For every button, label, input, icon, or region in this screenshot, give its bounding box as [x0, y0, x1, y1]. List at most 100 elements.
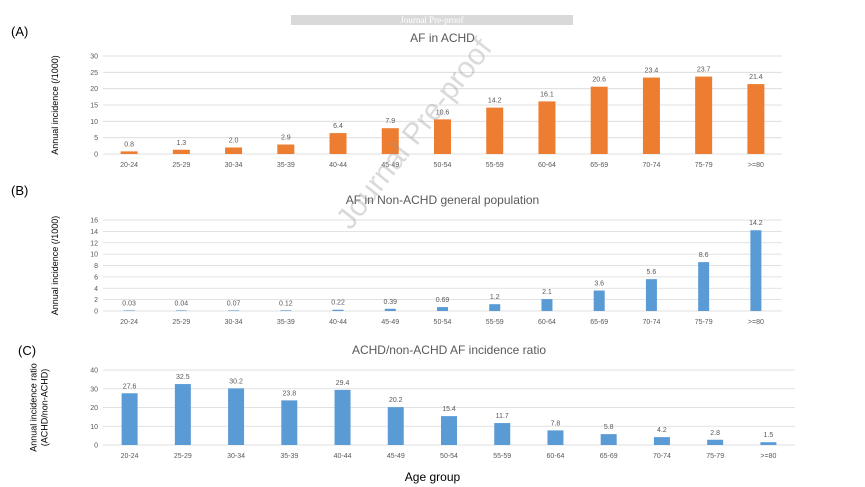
- y-tick-label: 0: [94, 309, 98, 316]
- x-tick-label: 75-79: [695, 162, 713, 169]
- x-tick-label: 25-29: [172, 319, 190, 326]
- journal-banner: Journal Pre-proof: [291, 15, 573, 25]
- x-tick-label: >=80: [748, 162, 764, 169]
- y-tick-label: 14: [90, 229, 98, 236]
- bar-30-34: [228, 310, 240, 311]
- x-tick-label: 70-74: [642, 162, 660, 169]
- chart-incidence-ratio: ACHD/non-ACHD AF incidence ratio 0 10 20 30 4…: [29, 343, 795, 460]
- data-label: 23.8: [282, 390, 296, 397]
- bar-45-49: [384, 308, 396, 311]
- x-tick-label: 55-59: [486, 319, 504, 326]
- data-label: 1.2: [490, 294, 500, 301]
- bar-45-49: [387, 407, 404, 445]
- y-tick-label: 2: [94, 297, 98, 304]
- x-tick-label: 40-44: [329, 319, 347, 326]
- x-tick-label: 20-24: [120, 162, 138, 169]
- data-label: 16.1: [540, 91, 554, 98]
- data-label: 4.2: [657, 427, 667, 434]
- data-label: 27.6: [123, 383, 137, 390]
- data-label: 0.39: [383, 299, 397, 306]
- x-tick-label: 30-34: [225, 319, 243, 326]
- y-tick-label: 20: [90, 405, 98, 412]
- y-tick-label: 30: [90, 54, 98, 61]
- data-label: 5.6: [647, 269, 657, 276]
- x-tick-label: 75-79: [706, 453, 724, 460]
- data-label: 5.8: [604, 424, 614, 431]
- panel-label-c: (C): [18, 343, 37, 358]
- x-tick-label: 40-44: [334, 453, 352, 460]
- y-tick-label: 0: [94, 152, 98, 159]
- x-tick-label: 45-49: [387, 453, 405, 460]
- x-tick-label: 30-34: [225, 162, 243, 169]
- bar-55-59: [489, 304, 501, 311]
- x-tick-label: 60-64: [538, 162, 556, 169]
- x-tick-label: 40-44: [329, 162, 347, 169]
- chart-title: AF in Non-ACHD general population: [346, 193, 539, 207]
- bar-20-24: [123, 310, 135, 311]
- x-tick-label: >=80: [760, 453, 776, 460]
- y-tick-label: 8: [94, 263, 98, 270]
- bar-35-39: [281, 400, 298, 445]
- bar-25-29: [175, 310, 187, 311]
- data-label: 23.4: [645, 68, 659, 75]
- data-label: 0.69: [436, 297, 450, 304]
- y-tick-label: 10: [90, 252, 98, 259]
- data-label: 0.8: [124, 141, 134, 148]
- y-tick-label: 6: [94, 274, 98, 281]
- bar-60-64: [547, 430, 564, 445]
- bar-75-79: [707, 439, 724, 445]
- x-tick-label: 20-24: [121, 453, 139, 460]
- bar->=80: [760, 442, 777, 445]
- chart-af-non-achd: AF in Non-ACHD general population 0 2 4 6 8 10…: [50, 193, 782, 326]
- data-label: 0.12: [279, 300, 293, 307]
- x-tick-label: 75-79: [695, 319, 713, 326]
- data-label: 8.6: [699, 252, 709, 259]
- bar-65-69: [593, 290, 605, 311]
- chart-af-achd: AF in ACHD 0 5 10 15 20 25 30 Annual incidence (…: [50, 31, 782, 169]
- data-label: 23.7: [697, 67, 711, 74]
- x-tick-label: 20-24: [120, 319, 138, 326]
- data-label: 21.4: [749, 74, 763, 81]
- bar-20-24: [121, 393, 138, 445]
- bar-50-54: [434, 119, 451, 154]
- bar-20-24: [120, 151, 138, 154]
- bar-75-79: [698, 262, 710, 311]
- y-tick-label: 16: [90, 218, 98, 225]
- y-tick-label: 20: [90, 86, 98, 93]
- bar-55-59: [486, 107, 504, 154]
- bar-40-44: [329, 133, 347, 154]
- bar-40-44: [332, 309, 344, 311]
- bar->=80: [747, 84, 765, 154]
- x-tick-label: 50-54: [440, 453, 458, 460]
- y-tick-label: 25: [90, 70, 98, 77]
- data-label: 0.07: [227, 300, 241, 307]
- x-tick-label: 35-39: [280, 453, 298, 460]
- bar-65-69: [590, 86, 608, 154]
- x-tick-label: 65-69: [600, 453, 618, 460]
- data-label: 2.9: [281, 135, 291, 142]
- x-tick-label: 30-34: [227, 453, 245, 460]
- y-tick-label: 12: [90, 240, 98, 247]
- data-label: 1.3: [176, 140, 186, 147]
- data-label: 7.8: [551, 420, 561, 427]
- bar-35-39: [280, 310, 292, 311]
- x-tick-label: 50-54: [434, 319, 452, 326]
- x-tick-label: 45-49: [381, 319, 399, 326]
- data-label: 7.9: [385, 118, 395, 125]
- data-label: 2.8: [710, 430, 720, 437]
- x-tick-label: 55-59: [493, 453, 511, 460]
- y-tick-label: 5: [94, 135, 98, 142]
- x-tick-label: 60-64: [547, 453, 565, 460]
- bar-40-44: [334, 389, 351, 445]
- bar-30-34: [228, 388, 245, 445]
- y-tick-label: 4: [94, 286, 98, 293]
- x-axis-title: Age group: [404, 470, 461, 484]
- panel-label-a: (A): [11, 24, 29, 39]
- data-label: 1.5: [764, 432, 774, 439]
- data-label: 32.5: [176, 374, 190, 381]
- x-tick-label: 60-64: [538, 319, 556, 326]
- bar-60-64: [541, 299, 553, 311]
- data-label: 0.22: [331, 300, 345, 307]
- x-tick-label: 25-29: [174, 453, 192, 460]
- x-tick-label: 35-39: [277, 162, 295, 169]
